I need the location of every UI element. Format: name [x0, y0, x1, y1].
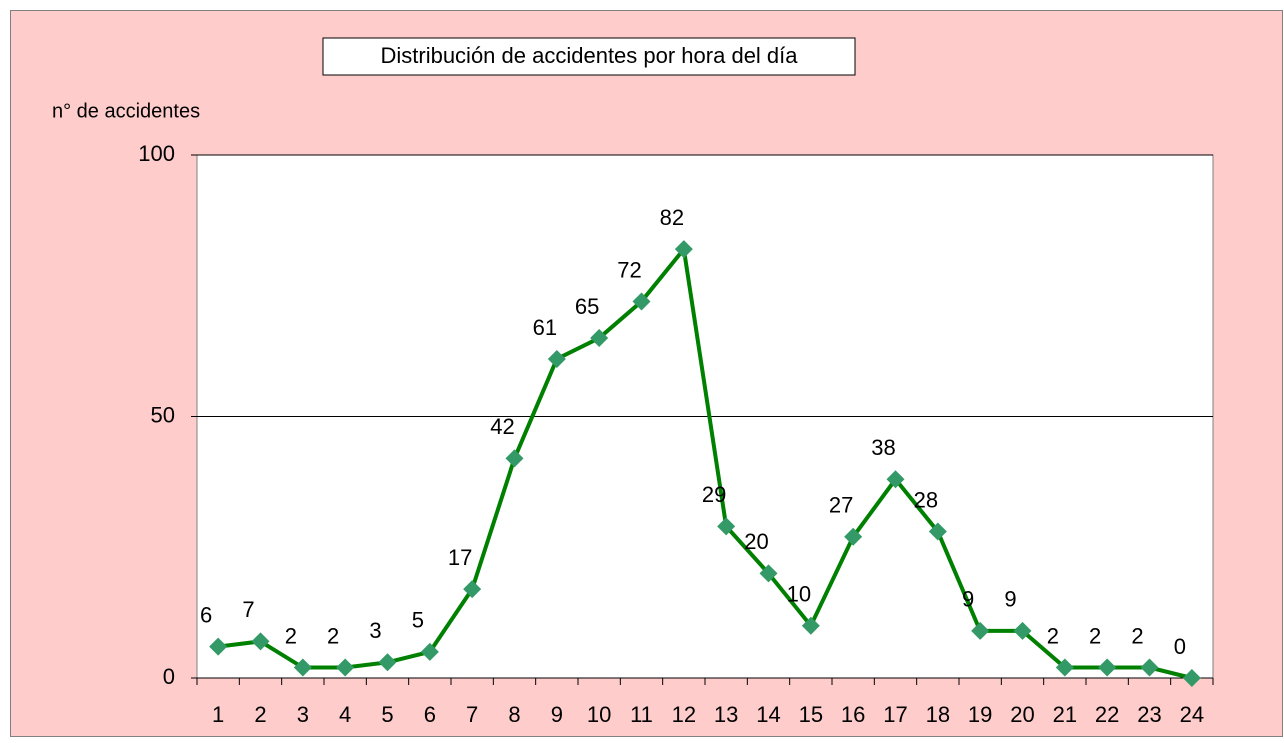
chart-title: Distribución de accidentes por hora del …: [380, 43, 798, 68]
data-label: 38: [871, 435, 895, 460]
x-tick-label: 13: [714, 702, 738, 727]
x-tick-label: 23: [1137, 702, 1161, 727]
marker: [336, 658, 355, 677]
marker: [632, 292, 651, 311]
y-tick-label: 100: [138, 141, 175, 166]
data-label: 2: [1131, 623, 1143, 648]
data-label: 6: [200, 602, 212, 627]
title-box: [322, 37, 856, 76]
x-tick-label: 5: [381, 702, 393, 727]
data-label: 82: [660, 205, 684, 230]
data-label: 27: [829, 493, 853, 518]
data-label: 28: [914, 487, 938, 512]
marker: [759, 564, 778, 583]
x-tick-label: 17: [883, 702, 907, 727]
data-label: 5: [412, 608, 424, 633]
data-label: 61: [533, 315, 557, 340]
y-tick-label: 50: [151, 402, 175, 427]
x-tick-label: 4: [339, 702, 351, 727]
x-tick-label: 21: [1053, 702, 1077, 727]
x-tick-label: 24: [1180, 702, 1204, 727]
marker: [547, 349, 566, 368]
x-tick-label: 2: [254, 702, 266, 727]
x-tick-label: 22: [1095, 702, 1119, 727]
x-tick-label: 9: [551, 702, 563, 727]
marker: [674, 240, 693, 259]
marker: [844, 527, 863, 546]
data-label: 2: [1089, 623, 1101, 648]
x-tick-label: 11: [630, 702, 653, 727]
x-tick-label: 10: [587, 702, 611, 727]
x-tick-label: 12: [672, 702, 696, 727]
marker: [505, 449, 524, 468]
data-label: 9: [1004, 587, 1016, 612]
x-tick-label: 18: [926, 702, 950, 727]
x-tick-label: 20: [1010, 702, 1034, 727]
x-tick-label: 6: [424, 702, 436, 727]
data-label: 42: [490, 414, 514, 439]
data-label: 2: [285, 623, 297, 648]
marker: [1013, 621, 1032, 640]
data-label: 9: [962, 587, 974, 612]
marker: [590, 329, 609, 348]
marker: [251, 632, 270, 651]
x-tick-label: 19: [968, 702, 992, 727]
marker: [886, 470, 905, 489]
marker: [1098, 658, 1117, 677]
data-label: 20: [744, 529, 768, 554]
x-tick-label: 7: [466, 702, 478, 727]
marker: [971, 621, 990, 640]
marker: [1055, 658, 1074, 677]
marker: [378, 653, 397, 672]
y-tick-label: 0: [163, 664, 175, 689]
marker: [928, 522, 947, 541]
data-label: 3: [369, 618, 381, 643]
data-label: 2: [327, 623, 339, 648]
y-axis-label: n° de accidentes: [52, 100, 200, 122]
data-label: 10: [787, 582, 811, 607]
data-label: 65: [575, 294, 599, 319]
x-tick-label: 16: [841, 702, 865, 727]
marker: [1140, 658, 1159, 677]
x-tick-label: 14: [756, 702, 780, 727]
data-label: 17: [448, 545, 472, 570]
data-label: 0: [1174, 634, 1186, 659]
marker: [420, 642, 439, 661]
marker: [801, 616, 820, 635]
marker: [1182, 669, 1201, 687]
marker: [293, 658, 312, 677]
marker: [209, 637, 228, 656]
data-label: 29: [702, 482, 726, 507]
data-label: 72: [617, 257, 641, 282]
x-tick-label: 1: [212, 702, 224, 727]
x-tick-label: 3: [297, 702, 309, 727]
x-tick-label: 15: [799, 702, 823, 727]
data-label: 7: [242, 597, 254, 622]
marker: [463, 580, 482, 599]
data-label: 2: [1047, 623, 1059, 648]
marker: [717, 517, 736, 536]
x-tick-label: 8: [508, 702, 520, 727]
